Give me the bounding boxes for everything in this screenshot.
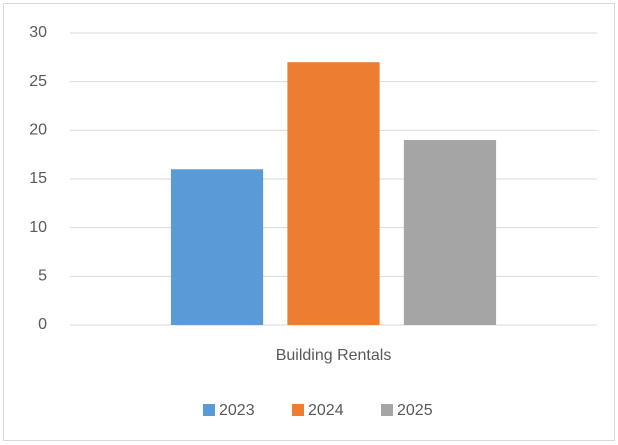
- legend-swatch: [292, 404, 304, 416]
- legend-swatch: [203, 404, 215, 416]
- bar: [287, 62, 380, 325]
- y-tick-label: 30: [29, 24, 47, 41]
- y-tick-label: 10: [29, 219, 47, 236]
- y-tick-label: 25: [29, 73, 47, 90]
- bar: [170, 169, 264, 325]
- y-tick-label: 20: [29, 122, 47, 139]
- x-tick-label: Building Rentals: [276, 347, 392, 364]
- legend-label: 2024: [308, 402, 344, 419]
- legend-label: 2025: [397, 402, 433, 419]
- y-tick-label: 0: [38, 316, 47, 333]
- legend-swatch: [381, 404, 393, 416]
- legend-label: 2023: [219, 402, 255, 419]
- y-tick-label: 15: [29, 170, 47, 187]
- bar: [403, 140, 497, 325]
- y-tick-label: 5: [38, 268, 47, 285]
